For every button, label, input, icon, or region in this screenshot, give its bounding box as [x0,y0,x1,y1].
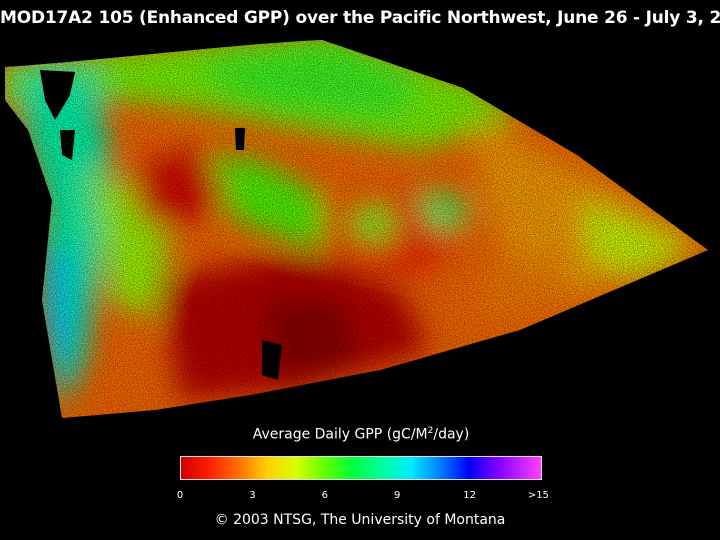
map-title: MOD17A2 105 (Enhanced GPP) over the Paci… [0,8,720,28]
tick-label: 0 [176,490,184,501]
tick-label: 6 [321,490,328,501]
color-scale-ticks: 0 3 6 9 12 >15 [176,490,549,504]
gpp-map-image [5,40,708,418]
tick-label: 3 [249,490,256,501]
color-scale-bar [180,456,542,480]
tick-label: 12 [463,490,476,501]
tick-label: >15 [527,490,549,501]
tick-label: 9 [394,490,401,501]
legend-title: Average Daily GPP (gC/M2/day) [252,426,470,443]
copyright-notice: © 2003 NTSG, The University of Montana [214,512,506,528]
gpp-map [5,40,708,418]
